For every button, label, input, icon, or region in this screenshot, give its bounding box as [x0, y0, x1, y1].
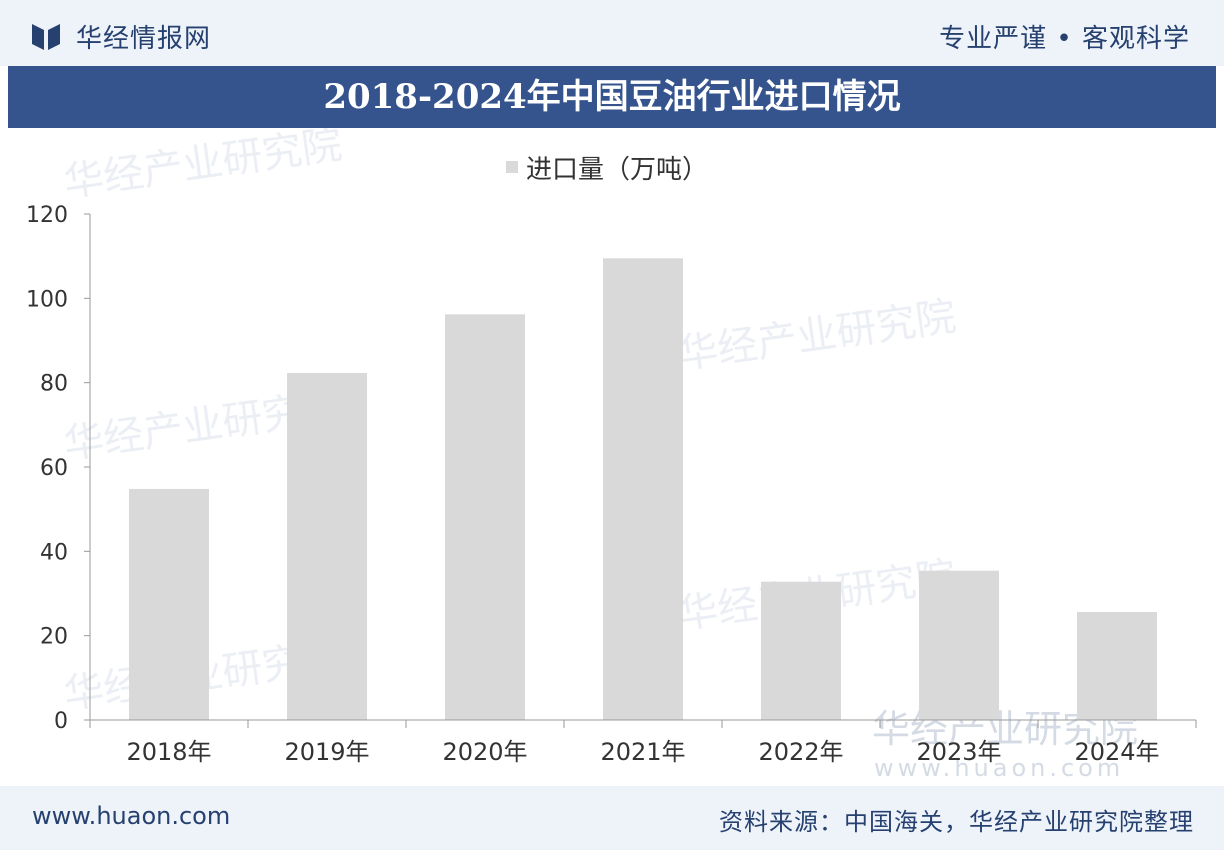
bars: [129, 258, 1157, 720]
legend-label: 进口量（万吨）: [526, 155, 708, 185]
y-tick-label: 80: [40, 372, 68, 397]
y-tick-label: 120: [26, 203, 68, 228]
y-tick-label: 40: [40, 540, 68, 565]
x-tick-label: 2022年: [758, 738, 843, 766]
data-source: 资料来源：中国海关，华经产业研究院整理: [719, 808, 1194, 836]
watermark-corner-url: www.huaon.com: [874, 754, 1124, 782]
header: 华经情报网 专业严谨 • 客观科学: [0, 0, 1224, 66]
y-tick-label: 20: [40, 625, 68, 650]
title-bar: 2018-2024年中国豆油行业进口情况: [8, 66, 1216, 128]
brand-name: 华经情报网: [76, 24, 212, 54]
watermark-text: 华经产业研究院: [61, 128, 345, 206]
y-axis: 0 20 40 60 80 100 120: [26, 203, 91, 734]
legend: 进口量（万吨）: [506, 155, 708, 185]
website-link[interactable]: www.huaon.com: [32, 802, 231, 830]
bar: [603, 258, 683, 720]
slogan: 专业严谨 • 客观科学: [939, 24, 1190, 54]
x-tick-label: 2023年: [916, 738, 1001, 766]
bar: [287, 372, 367, 720]
bar-chart: 华经产业研究院 华经产业研究院 华经产业研究院 华经产业研究院 华经产业研究院 …: [26, 128, 1197, 782]
x-tick-label: 2019年: [284, 738, 369, 766]
y-tick-label: 0: [54, 709, 68, 734]
chart-title: 2018-2024年中国豆油行业进口情况: [323, 77, 901, 117]
y-tick-label: 60: [40, 456, 68, 481]
x-tick-label: 2020年: [442, 738, 527, 766]
logo-icon: [32, 24, 60, 50]
x-tick-label: 2024年: [1074, 738, 1159, 766]
bar: [761, 581, 841, 720]
bar: [919, 570, 999, 720]
y-tick-label: 100: [26, 287, 68, 312]
bar: [1077, 612, 1157, 720]
watermark-corner: 华经产业研究院 www.huaon.com: [872, 707, 1138, 782]
bar: [129, 488, 209, 720]
bar: [445, 314, 525, 720]
legend-swatch: [506, 161, 518, 173]
x-tick-label: 2018年: [126, 738, 211, 766]
watermark-text: 华经产业研究院: [675, 293, 959, 378]
footer: www.huaon.com 资料来源：中国海关，华经产业研究院整理: [0, 786, 1224, 850]
x-tick-label: 2021年: [600, 738, 685, 766]
x-axis: 2018年 2019年 2020年 2021年 2022年 2023年 2024年: [89, 719, 1197, 766]
